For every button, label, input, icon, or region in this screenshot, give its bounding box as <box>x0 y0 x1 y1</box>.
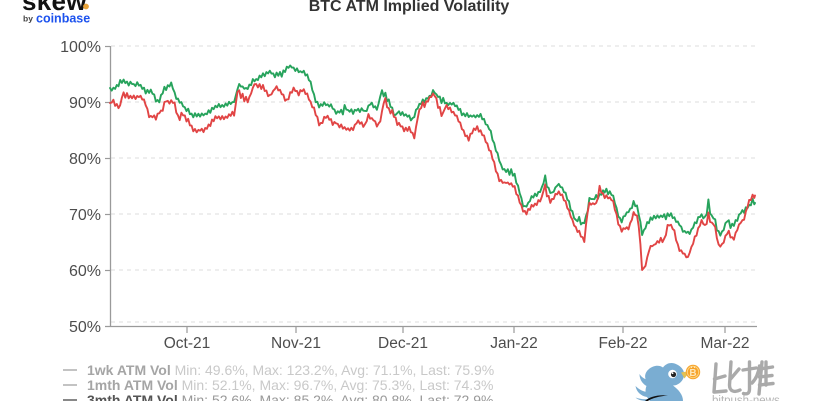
svg-text:B: B <box>689 368 696 379</box>
svg-text:Dec-21: Dec-21 <box>378 335 428 352</box>
svg-text:bitpush-news: bitpush-news <box>712 395 780 401</box>
svg-text:70%: 70% <box>69 207 101 224</box>
svg-text:Jan-22: Jan-22 <box>490 335 537 352</box>
svg-text:1wk ATM Vol Min: 49.6%, Max: 1: 1wk ATM Vol Min: 49.6%, Max: 123.2%, Avg… <box>87 362 494 378</box>
svg-text:80%: 80% <box>69 151 101 168</box>
svg-text:100%: 100% <box>60 39 101 56</box>
svg-text:BTC ATM Implied Volatility: BTC ATM Implied Volatility <box>309 0 510 15</box>
svg-text:Nov-21: Nov-21 <box>271 335 321 352</box>
svg-text:by: by <box>23 14 33 24</box>
svg-text:50%: 50% <box>69 319 101 336</box>
svg-text:Mar-22: Mar-22 <box>700 335 749 352</box>
svg-text:Oct-21: Oct-21 <box>164 335 211 352</box>
svg-text:3mth ATM Vol Min: 52.6%, Max:: 3mth ATM Vol Min: 52.6%, Max: 85.2%, Avg… <box>87 392 493 401</box>
svg-text:90%: 90% <box>69 95 101 112</box>
svg-text:coinbase: coinbase <box>36 12 90 26</box>
svg-text:1mth ATM Vol Min: 52.1%, Max:: 1mth ATM Vol Min: 52.1%, Max: 96.7%, Avg… <box>87 377 493 393</box>
svg-text:Feb-22: Feb-22 <box>598 335 647 352</box>
svg-text:60%: 60% <box>69 263 101 280</box>
svg-text:skew: skew <box>22 0 87 16</box>
